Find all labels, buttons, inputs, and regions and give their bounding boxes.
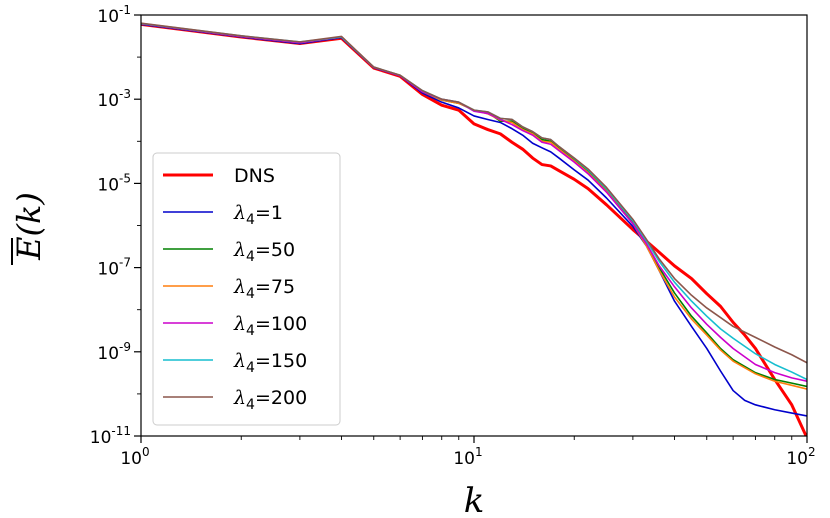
legend: DNS λ4=1 λ4=50 λ4=75 λ4=100 λ4=150 λ4=200 [152, 152, 341, 426]
y-tick-label-5: 10-11 [90, 424, 131, 448]
y-axis-label-text: E(k) [10, 192, 48, 261]
y-tick-label-4: 10-9 [97, 340, 131, 364]
series-line-6 [141, 22, 807, 364]
legend-box [152, 152, 341, 426]
x-axis-label: k [464, 481, 485, 518]
x-tick-label-2: 102 [786, 445, 815, 469]
x-tick-label-1: 101 [453, 445, 482, 469]
y-tick-label-0: 10-1 [97, 3, 131, 27]
y-axis-label: E(k) [10, 192, 48, 265]
legend-label-6: λ4=200 [233, 387, 307, 413]
legend-label-5: λ4=150 [233, 350, 307, 376]
x-tick-label-0: 100 [120, 445, 149, 469]
y-tick-label-1: 10-3 [97, 87, 131, 111]
legend-label-1: λ4=1 [233, 202, 283, 228]
y-tick-label-3: 10-7 [97, 256, 131, 280]
series-layer [141, 22, 807, 436]
y-tick-label-2: 10-5 [97, 171, 131, 195]
legend-label-2: λ4=50 [233, 239, 295, 265]
legend-label-4: λ4=100 [233, 313, 307, 339]
legend-label-0: DNS [234, 165, 275, 187]
tick-layer: 100 101 102 10-1 10-3 10-5 10-7 10-9 10-11 [90, 3, 816, 469]
legend-label-3: λ4=75 [233, 276, 295, 302]
